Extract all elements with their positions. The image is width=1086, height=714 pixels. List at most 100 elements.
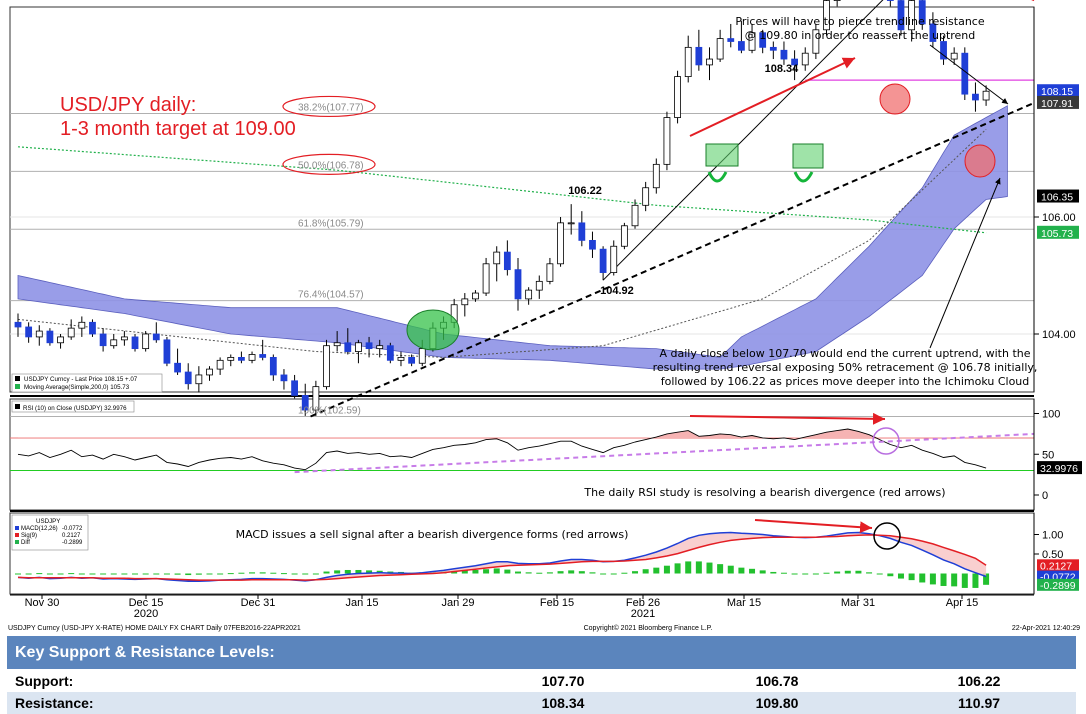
candle xyxy=(152,333,160,341)
macd-tick-label: 0.50 xyxy=(1042,549,1063,561)
candle xyxy=(408,356,416,364)
candle xyxy=(259,354,267,358)
macd-histogram-bar xyxy=(919,573,926,583)
rsi-tick-label: 0 xyxy=(1042,490,1048,502)
macd-histogram-bar xyxy=(717,564,724,574)
support-level-1: 107.70 xyxy=(541,673,585,689)
rsi-highlight-circle xyxy=(872,427,900,455)
x-tick-label: Apr 15 xyxy=(946,597,978,609)
macd-histogram-bar xyxy=(749,568,756,574)
macd-histogram-bar xyxy=(695,561,702,574)
macd-legend-entry: Diff xyxy=(21,540,30,546)
rsi-value-label: 32.9976 xyxy=(1040,463,1078,475)
x-tick-label: Dec 15 xyxy=(129,597,164,609)
legend-swatch xyxy=(15,526,19,530)
candle xyxy=(801,52,809,66)
macd-histogram-bar xyxy=(940,573,947,586)
macd-histogram-bar xyxy=(568,570,575,574)
macd-histogram-bar xyxy=(536,572,543,574)
x-tick-label: Dec 31 xyxy=(241,597,276,609)
candle xyxy=(791,58,798,66)
candle xyxy=(493,251,501,265)
price-legend-entry: Moving Average(Simple,200,0) 105.73 xyxy=(24,384,130,391)
candle xyxy=(184,371,192,385)
candle xyxy=(929,23,937,42)
candle xyxy=(206,368,213,376)
macd-value-label: 0.2127 xyxy=(1040,560,1072,572)
price-tag-label: 105.73 xyxy=(1041,228,1073,240)
price-tag xyxy=(1037,189,1079,203)
price-legend-box xyxy=(11,373,163,393)
macd-histogram-bar xyxy=(610,573,617,575)
candle xyxy=(972,93,979,101)
candle xyxy=(908,0,916,31)
macd-tick-label: 1.00 xyxy=(1042,530,1063,542)
macd-histogram-bar xyxy=(174,573,181,575)
candle xyxy=(706,58,713,66)
x-tick-label: Mar 15 xyxy=(727,597,761,609)
fib-label: 38.2%(107.77) xyxy=(298,102,364,113)
candle xyxy=(418,348,426,364)
x-tick-label: Mar 31 xyxy=(841,597,875,609)
macd-histogram-bar xyxy=(759,570,766,574)
macd-histogram-bar xyxy=(791,573,798,575)
candle xyxy=(25,326,33,338)
macd-histogram-bar xyxy=(961,573,968,588)
candle xyxy=(131,336,139,350)
price-tag xyxy=(1037,225,1079,239)
macd-histogram-bar xyxy=(887,573,894,577)
macd-histogram-bar xyxy=(195,573,202,575)
annotation-arrow xyxy=(929,177,1001,349)
candle xyxy=(567,222,575,225)
price-tag-label: 107.91 xyxy=(1041,98,1073,110)
support-level-3: 106.22 xyxy=(957,673,1001,689)
candle xyxy=(578,222,586,241)
candle xyxy=(120,336,128,341)
legend-swatch xyxy=(15,404,20,409)
price-tag xyxy=(1037,95,1079,109)
candle xyxy=(238,356,245,361)
candle xyxy=(716,38,724,60)
candle xyxy=(67,327,75,338)
candle xyxy=(950,52,958,60)
macd-histogram-bar xyxy=(185,573,192,576)
candle xyxy=(461,298,469,306)
resistance-row: Resistance: 108.34 109.80 110.97 xyxy=(7,692,1076,714)
candle xyxy=(886,0,894,1)
candle xyxy=(89,321,96,335)
candle xyxy=(216,359,224,370)
candle xyxy=(163,339,171,364)
macd-histogram-bar xyxy=(36,573,43,575)
macd-histogram-bar xyxy=(546,572,553,574)
candle xyxy=(642,187,650,206)
candle xyxy=(940,41,947,60)
candle xyxy=(78,321,86,329)
macd-histogram-bar xyxy=(472,569,479,574)
annotation-text: followed by 106.22 as prices move deeper… xyxy=(661,375,1030,388)
macd-histogram-bar xyxy=(238,572,245,574)
candle xyxy=(248,354,256,361)
macd-value-label: -0.2899 xyxy=(1040,580,1076,592)
support-level-2: 106.78 xyxy=(755,673,799,689)
macd-histogram-bar xyxy=(855,570,862,574)
x-tick-label: Feb 26 xyxy=(626,597,660,609)
macd-histogram-bar xyxy=(344,569,351,574)
fib-label: 100%(102.59) xyxy=(298,405,361,416)
candle xyxy=(355,342,362,352)
macd-histogram-bar xyxy=(823,572,830,574)
macd-histogram-bar xyxy=(844,570,851,574)
price-tag-label: 106.35 xyxy=(1041,192,1073,204)
macd-histogram-bar xyxy=(153,573,160,575)
candle xyxy=(365,342,373,350)
macd-histogram-bar xyxy=(142,573,149,575)
macd-histogram-bar xyxy=(323,571,330,574)
ma-short-line xyxy=(17,128,987,358)
ma200-line xyxy=(17,146,987,234)
price-point-label: 106.22 xyxy=(568,185,602,197)
rsi-divergence-arrow xyxy=(689,412,886,425)
candle xyxy=(46,330,54,344)
macd-histogram-bar xyxy=(89,573,96,575)
candle xyxy=(514,269,522,300)
macd-histogram-bar xyxy=(770,571,777,574)
fib-label: 61.8%(105.79) xyxy=(298,218,364,229)
